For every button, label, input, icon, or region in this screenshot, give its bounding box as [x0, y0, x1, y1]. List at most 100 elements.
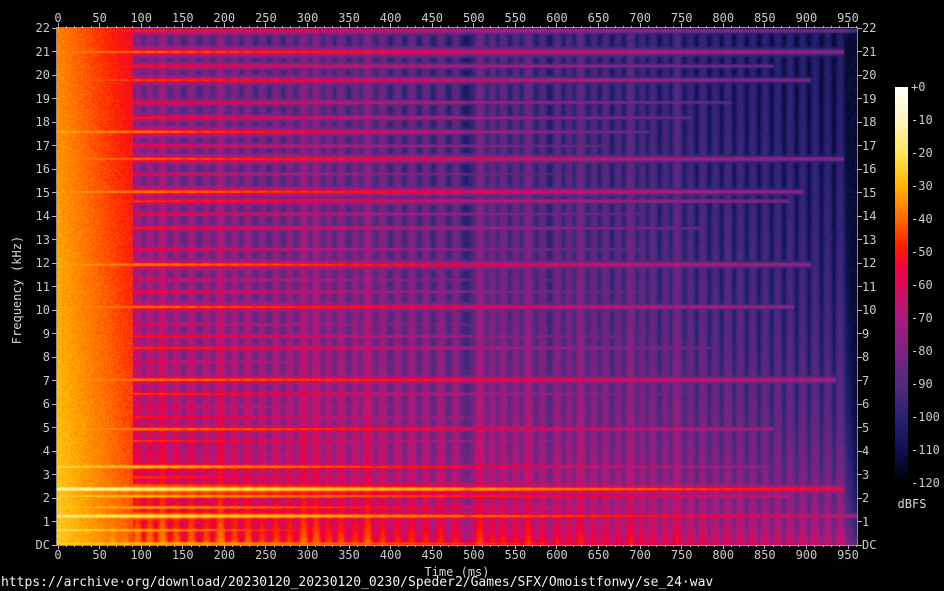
y-tick-label: 9	[862, 326, 870, 341]
x-minor-tick	[464, 26, 466, 28]
x-minor-tick	[157, 26, 159, 28]
x-minor-tick	[830, 26, 832, 28]
x-minor-tick	[381, 26, 383, 28]
y-tick-label: 22	[862, 21, 877, 35]
x-tick-label: 500	[462, 11, 485, 25]
y-tick	[52, 380, 57, 381]
x-tick-label: 0	[54, 11, 62, 25]
y-tick	[52, 309, 57, 311]
y-tick-label: 2	[42, 491, 50, 505]
y-tick-label: 16	[862, 162, 877, 176]
x-minor-tick	[706, 545, 708, 547]
y-tick-label: 12	[862, 256, 877, 270]
x-minor-tick	[739, 545, 741, 547]
y-tick-label: 11	[35, 279, 50, 294]
x-minor-tick	[356, 545, 358, 547]
x-tick-label: 350	[338, 548, 360, 562]
y-tick	[857, 215, 862, 217]
y-tick	[857, 450, 862, 452]
x-minor-tick	[689, 26, 691, 28]
y-tick	[857, 427, 862, 428]
x-minor-tick	[157, 545, 159, 547]
x-major-tick	[140, 23, 142, 28]
y-tick-label: 5	[862, 420, 870, 435]
x-minor-tick	[731, 26, 733, 28]
x-minor-tick	[647, 545, 649, 547]
x-minor-tick	[90, 545, 92, 547]
colorbar-tick-label: -110	[911, 443, 940, 457]
y-tick	[857, 121, 862, 123]
x-major-tick	[639, 23, 641, 28]
x-minor-tick	[448, 545, 450, 547]
x-minor-tick	[548, 26, 550, 28]
colorbar-tick-label: -80	[911, 344, 933, 358]
y-tick	[52, 403, 57, 405]
y-tick-label: 9	[42, 326, 50, 341]
y-tick	[857, 74, 862, 76]
x-minor-tick	[647, 26, 649, 28]
x-major-tick	[722, 23, 724, 28]
x-major-tick	[431, 545, 433, 549]
x-minor-tick	[772, 26, 774, 28]
y-tick	[52, 286, 57, 287]
x-minor-tick	[232, 26, 234, 28]
y-tick	[52, 521, 57, 522]
x-tick-label: 650	[587, 548, 610, 562]
x-minor-tick	[456, 26, 458, 28]
x-major-tick	[847, 545, 849, 549]
y-tick	[52, 474, 57, 475]
x-minor-tick	[747, 26, 749, 28]
x-minor-tick	[331, 545, 333, 547]
y-tick-label: 21	[862, 44, 877, 59]
x-minor-tick	[148, 545, 150, 547]
x-minor-tick	[814, 545, 816, 547]
x-major-tick	[556, 545, 558, 549]
x-tick-label: 450	[421, 11, 444, 25]
x-minor-tick	[789, 545, 791, 547]
x-minor-tick	[822, 545, 824, 547]
x-minor-tick	[506, 545, 508, 547]
x-minor-tick	[232, 545, 234, 547]
x-minor-tick	[132, 545, 134, 547]
y-tick	[52, 262, 57, 264]
x-minor-tick	[498, 545, 500, 547]
y-tick	[857, 262, 862, 264]
x-major-tick	[390, 545, 392, 549]
x-minor-tick	[340, 545, 342, 547]
y-tick	[857, 474, 862, 475]
y-tick-label: 13	[862, 232, 877, 247]
x-major-tick	[182, 545, 184, 549]
x-minor-tick	[589, 545, 591, 547]
x-minor-tick	[173, 545, 175, 547]
x-tick-label: 0	[54, 548, 62, 562]
x-major-tick	[681, 23, 683, 28]
x-minor-tick	[373, 545, 375, 547]
x-major-tick	[265, 23, 267, 28]
x-minor-tick	[290, 26, 292, 28]
x-minor-tick	[115, 26, 117, 28]
y-tick	[857, 98, 862, 99]
x-minor-tick	[381, 545, 383, 547]
x-minor-tick	[797, 545, 799, 547]
x-minor-tick	[323, 26, 325, 28]
x-tick-label: 450	[421, 548, 444, 562]
colorbar-tick-label: -120	[911, 476, 940, 490]
x-tick-label: 850	[753, 11, 776, 25]
x-minor-tick	[489, 26, 491, 28]
x-minor-tick	[148, 26, 150, 28]
y-tick-label: 12	[35, 256, 50, 270]
x-minor-tick	[656, 26, 658, 28]
x-minor-tick	[564, 545, 566, 547]
x-major-tick	[514, 545, 516, 549]
x-minor-tick	[714, 545, 716, 547]
colorbar-tick-label: -90	[911, 377, 933, 391]
x-major-tick	[598, 545, 600, 549]
x-minor-tick	[839, 26, 841, 28]
x-minor-tick	[822, 26, 824, 28]
x-minor-tick	[855, 26, 857, 28]
time-axis-label: Time (ms)	[424, 565, 490, 579]
x-tick-label: 750	[670, 11, 693, 25]
x-minor-tick	[365, 545, 367, 547]
x-minor-tick	[124, 26, 126, 28]
